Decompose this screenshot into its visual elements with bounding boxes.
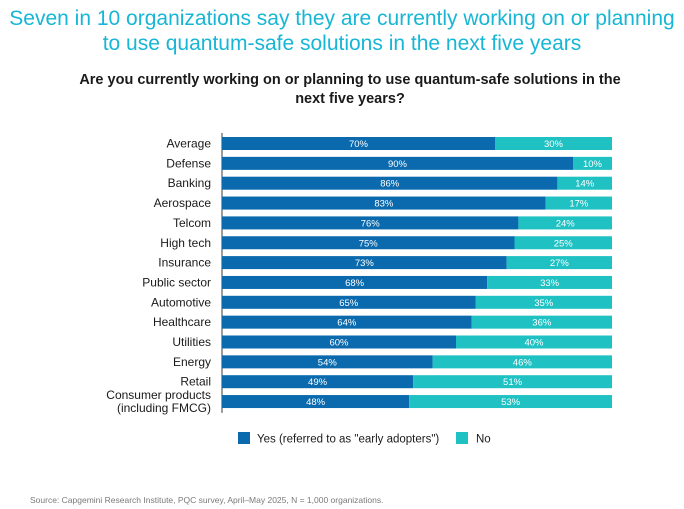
category-label: Retail (180, 375, 211, 389)
bar-no (506, 256, 612, 270)
data-label-yes: 60% (329, 338, 349, 349)
category-label: Consumer products (106, 388, 211, 402)
legend-label-no: No (476, 434, 491, 446)
bar-no (456, 335, 612, 349)
bar-yes (222, 236, 515, 250)
bar-no (471, 315, 612, 329)
bar-no (495, 137, 612, 150)
chart-title: Are you currently working on or planning… (79, 72, 621, 107)
bar-no (557, 176, 612, 190)
data-label-yes: 49% (308, 377, 328, 388)
data-label-yes: 75% (359, 238, 379, 249)
data-label-yes: 65% (339, 298, 359, 309)
data-label-yes: 76% (361, 218, 381, 229)
bar-yes (222, 156, 573, 170)
data-label-no: 51% (503, 377, 523, 388)
category-label: Automotive (151, 295, 211, 309)
bar-yes (222, 295, 476, 309)
bar-yes (222, 375, 414, 389)
bar-yes (222, 395, 410, 409)
legend-swatch-yes (238, 432, 250, 444)
data-label-yes: 73% (355, 258, 375, 269)
bar-no (409, 395, 612, 409)
bar-yes (222, 176, 558, 190)
category-label: (including FMCG) (117, 401, 211, 415)
category-label: Banking (168, 176, 211, 190)
category-label: Utilities (172, 335, 211, 349)
bar-no (545, 196, 612, 210)
legend-label-yes: Yes (referred to as "early adopters") (257, 434, 439, 446)
data-label-no: 10% (583, 159, 603, 170)
bar-yes (222, 137, 495, 150)
bar-yes (222, 196, 546, 210)
bar-yes (222, 335, 456, 349)
data-label-no: 36% (532, 318, 552, 329)
data-label-yes: 86% (380, 179, 400, 190)
bar-yes (222, 216, 519, 230)
data-label-no: 25% (554, 238, 574, 249)
data-label-yes: 83% (374, 199, 394, 210)
bar-yes (222, 355, 433, 369)
data-label-yes: 64% (337, 318, 357, 329)
data-label-yes: 90% (388, 159, 408, 170)
data-label-no: 17% (569, 199, 589, 210)
category-label: Insurance (158, 256, 211, 270)
data-label-yes: 68% (345, 278, 365, 289)
category-label: High tech (160, 236, 211, 250)
data-label-yes: 48% (306, 397, 326, 408)
data-label-no: 30% (544, 139, 564, 150)
category-label: Energy (173, 355, 211, 369)
bar-yes (222, 256, 507, 270)
bar-yes (222, 275, 488, 289)
bar-no (514, 236, 612, 250)
category-label: Public sector (142, 275, 211, 289)
data-label-no: 27% (550, 258, 570, 269)
bar-no (573, 156, 612, 170)
data-label-no: 53% (501, 397, 521, 408)
bar-no (432, 355, 612, 369)
category-label: Healthcare (153, 315, 211, 329)
data-label-no: 14% (575, 179, 595, 190)
bar-no (487, 275, 612, 289)
data-label-yes: 54% (318, 357, 338, 368)
source-note: Source: Capgemini Research Institute, PQ… (30, 495, 384, 505)
bar-no (518, 216, 612, 230)
data-label-no: 46% (513, 357, 533, 368)
data-label-no: 35% (534, 298, 554, 309)
legend-swatch-no (456, 432, 468, 444)
bar-yes (222, 315, 472, 329)
data-label-no: 33% (540, 278, 560, 289)
bar-no (413, 375, 612, 389)
data-label-no: 40% (524, 338, 544, 349)
data-label-yes: 70% (349, 139, 369, 150)
data-label-no: 24% (556, 218, 576, 229)
category-label: Telcom (173, 216, 211, 230)
category-label: Aerospace (154, 196, 212, 210)
headline: Seven in 10 organizations say they are c… (9, 7, 675, 55)
bar-no (475, 295, 612, 309)
category-label: Average (167, 137, 212, 151)
category-label: Defense (166, 156, 211, 170)
